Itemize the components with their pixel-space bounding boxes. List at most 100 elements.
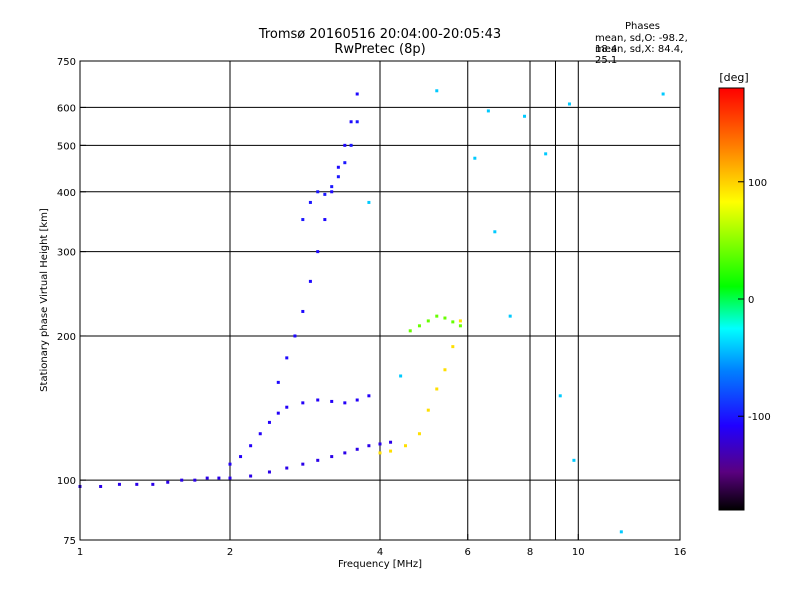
data-point [355, 92, 359, 96]
data-point [349, 120, 353, 124]
data-point [193, 478, 197, 482]
data-point [217, 476, 221, 480]
data-point [316, 190, 320, 194]
data-point [417, 432, 421, 436]
phases-heading: Phases [624, 21, 661, 32]
data-point [285, 466, 289, 470]
data-point [544, 152, 548, 156]
colorbar-tick-label: 0 [748, 295, 754, 306]
data-point [249, 444, 253, 448]
chart-title: Tromsø 20160516 20:04:00-20:05:43 [258, 27, 502, 42]
data-point [228, 476, 232, 480]
data-point [443, 316, 447, 320]
data-point [330, 185, 334, 189]
y-tick-label: 500 [57, 141, 76, 152]
data-point [435, 89, 439, 93]
data-point [399, 374, 403, 378]
data-point [458, 319, 462, 323]
data-point [308, 200, 312, 204]
data-point [135, 482, 139, 486]
data-point [389, 440, 393, 444]
data-point [239, 455, 243, 459]
colorbar-ticks: 100 0 -100 [738, 178, 771, 423]
data-point [473, 156, 477, 160]
phases-o-mode-stats: mean, sd,O: -98.2, 18.4 [595, 33, 688, 55]
data-point [367, 200, 371, 204]
data-point [451, 320, 455, 324]
data-point [572, 458, 576, 462]
data-point [276, 411, 280, 415]
data-point [367, 444, 371, 448]
chart-subtitle: RwPretec (8p) [334, 42, 426, 57]
data-point [343, 161, 347, 165]
x-axis-label: Frequency [MHz] [338, 559, 422, 570]
data-point [205, 476, 209, 480]
colorbar-tick-label: 100 [748, 178, 767, 189]
data-point [301, 309, 305, 313]
data-point [316, 398, 320, 402]
y-tick-label: 100 [57, 476, 76, 487]
data-point [330, 455, 334, 459]
data-point [389, 449, 393, 453]
data-point [343, 451, 347, 455]
data-point [276, 380, 280, 384]
data-point [367, 394, 371, 398]
x-tick-label: 1 [77, 547, 83, 558]
data-point [249, 474, 253, 478]
grid-lines [80, 61, 680, 540]
data-point [316, 458, 320, 462]
data-point [343, 143, 347, 147]
data-point [508, 314, 512, 318]
y-tick-label: 600 [57, 103, 76, 114]
x-tick-label: 2 [227, 547, 233, 558]
data-point [355, 398, 359, 402]
x-tick-label: 8 [527, 547, 533, 558]
data-point [180, 478, 184, 482]
data-point [166, 480, 170, 484]
data-point [378, 451, 382, 455]
data-point [523, 114, 527, 118]
data-point [323, 218, 327, 222]
data-point [435, 387, 439, 391]
data-point [619, 530, 623, 534]
data-point [349, 143, 353, 147]
data-point [426, 319, 430, 323]
data-point [316, 250, 320, 254]
colorbar-tick-label: -100 [748, 412, 771, 423]
y-tick-label: 200 [57, 332, 76, 343]
x-tick-label: 6 [465, 547, 471, 558]
data-point [426, 408, 430, 412]
data-point [301, 401, 305, 405]
echo-points [78, 89, 665, 534]
y-tick-label: 750 [57, 57, 76, 68]
data-point [258, 432, 262, 436]
data-point [285, 405, 289, 409]
x-tick-label: 16 [674, 547, 687, 558]
data-point [285, 356, 289, 360]
data-point [378, 442, 382, 446]
data-point [343, 401, 347, 405]
data-point [355, 447, 359, 451]
data-point [323, 192, 327, 196]
y-tick-label: 400 [57, 188, 76, 199]
data-point [308, 279, 312, 283]
data-point [301, 218, 305, 222]
data-point [267, 420, 271, 424]
data-point [493, 230, 497, 234]
x-tick-label: 10 [572, 547, 585, 558]
data-point [435, 314, 439, 318]
y-tick-label: 300 [57, 248, 76, 259]
data-point [117, 482, 121, 486]
y-tick-label: 75 [63, 536, 76, 547]
data-point [99, 484, 103, 488]
data-point [558, 394, 562, 398]
data-point [661, 92, 665, 96]
data-point [417, 324, 421, 328]
x-tick-label: 4 [377, 547, 383, 558]
data-point [151, 482, 155, 486]
data-point [336, 175, 340, 179]
data-point [403, 444, 407, 448]
data-point [336, 165, 340, 169]
data-point [228, 462, 232, 466]
